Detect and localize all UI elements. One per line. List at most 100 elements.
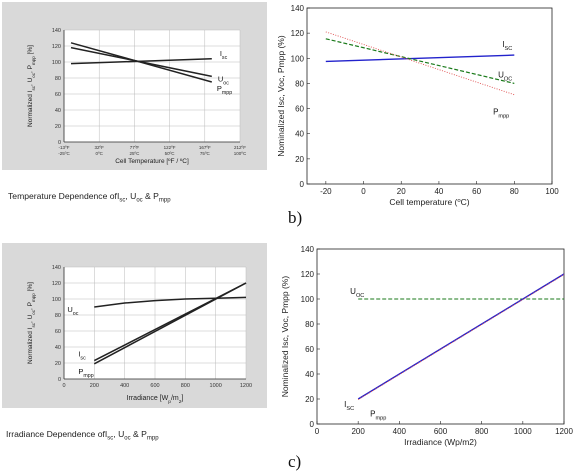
- x-axis-label-part: Cell temperature (: [389, 197, 457, 207]
- series-label: ISC: [344, 400, 354, 412]
- y-tick-label: 60: [55, 92, 61, 98]
- plot-frame: [306, 7, 553, 185]
- series-line: [93, 282, 247, 365]
- y-axis-label: Normalized Isc, Uoc, Pmpp [%]: [27, 282, 36, 364]
- y-tick-label: 140: [301, 245, 315, 254]
- x-tick-label-top: 212ºF: [234, 145, 246, 150]
- x-tick-label: 200: [351, 427, 365, 436]
- caption-bottom-left: Irradiance Dependence ofIsc, Uoc & Pmpp: [6, 429, 159, 442]
- series-label: Pmpp: [493, 108, 509, 120]
- series-line: [325, 31, 515, 96]
- plot-area: [64, 30, 240, 142]
- x-axis-label-part: ]: [181, 395, 183, 402]
- series-label-part: OC: [504, 76, 512, 82]
- y-tick-label: 20: [295, 155, 304, 164]
- x-tick-label-top: 77ºF: [130, 145, 140, 150]
- series-line: [357, 273, 565, 400]
- x-tick-label-bottom: 25ºC: [129, 151, 140, 156]
- series-label-part: P: [78, 367, 83, 376]
- series-label-part: sc: [222, 55, 228, 61]
- series-label-part: oc: [223, 80, 229, 86]
- x-tick-label: 400: [393, 427, 407, 436]
- panel-top-left: 0 20 40 60 80 100 120 140 -13ºF -25ºC 32ºF 0ºC 77ºF 2…: [2, 2, 267, 170]
- x-tick-label: 1200: [555, 427, 573, 436]
- y-tick-label: 40: [55, 345, 61, 351]
- x-tick-label: 1000: [514, 427, 532, 436]
- x-axis-label-part: p: [168, 400, 171, 405]
- y-tick-label: 60: [305, 345, 314, 354]
- y-tick-label: 20: [55, 124, 61, 130]
- x-tick-label-bottom: -25ºC: [58, 151, 70, 156]
- y-axis-label: Normalized Isc, Uoc, Pmpp [%]: [27, 45, 36, 127]
- y-axis-label: Nominalized Isc, Voc, Pmpp (%): [280, 276, 290, 398]
- series-line: [325, 38, 515, 84]
- y-tick-label: 100: [301, 295, 315, 304]
- x-tick-label-top: 122ºF: [164, 145, 176, 150]
- x-tick-label-bottom: 75ºC: [200, 151, 211, 156]
- series-label-part: P: [370, 410, 375, 419]
- series-label-part: U: [350, 287, 356, 296]
- x-axis-label: Cell temperature (oC): [389, 197, 469, 207]
- y-tick-label: 100: [52, 297, 61, 303]
- y-axis-label-part: sc: [31, 322, 36, 327]
- chart-bottom-right: 0 20 40 60 80 100 120 140 0 200 400 600 800 1000 1200 I…: [280, 245, 573, 447]
- y-tick-label: 80: [55, 76, 61, 82]
- x-tick-label-bottom: 0ºC: [95, 151, 103, 156]
- series-label-part: P: [217, 84, 222, 93]
- series-label: Isc: [78, 350, 86, 362]
- x-tick-label: 1000: [210, 383, 222, 389]
- x-tick-label-top: 167ºF: [199, 145, 211, 150]
- panel-letter-c: c): [288, 452, 302, 471]
- x-tick-label: 80: [510, 187, 519, 196]
- x-tick-label-bottom: 100ºC: [234, 151, 247, 156]
- x-tick-label: -20: [320, 187, 332, 196]
- y-tick-label: 0: [310, 420, 315, 429]
- x-tick-label: 0: [361, 187, 366, 196]
- series-label: ISC: [502, 40, 512, 52]
- y-axis-label-part: , P: [27, 302, 34, 310]
- y-tick-label: 60: [295, 105, 304, 114]
- y-tick-label: 80: [295, 79, 304, 88]
- y-tick-label: 0: [58, 377, 61, 383]
- y-axis-label-part: Normalized I: [27, 90, 34, 127]
- series-line: [94, 296, 247, 308]
- x-tick-label: 20: [397, 187, 406, 196]
- x-axis-label-part: 2: [179, 399, 182, 405]
- series-label: UOC: [498, 70, 512, 82]
- y-tick-label: 0: [58, 140, 61, 146]
- y-tick-label: 120: [52, 44, 61, 50]
- x-axis-label: Irradiance [Wp/m2]: [127, 395, 184, 405]
- series-label-part: mpp: [498, 114, 509, 120]
- series-label: Pmpp: [78, 367, 93, 379]
- y-axis-label-part: oc: [31, 72, 36, 78]
- series-label-part: U: [498, 70, 504, 79]
- y-axis-label-part: , U: [27, 77, 34, 86]
- series-label-part: sc: [80, 356, 86, 362]
- y-axis-label-part: [%]: [27, 282, 34, 293]
- series-label-part: oc: [73, 311, 79, 317]
- y-tick-label: 80: [55, 313, 61, 319]
- y-tick-label: 20: [305, 395, 314, 404]
- series-label: UOC: [350, 287, 364, 299]
- y-tick-label: 100: [52, 60, 61, 66]
- x-tick-label-bottom: 50ºC: [165, 151, 176, 156]
- x-tick-label-top: 32ºF: [94, 145, 104, 150]
- y-axis-label-part: mpp: [31, 56, 36, 65]
- y-tick-label: 40: [55, 108, 61, 114]
- y-tick-label: 120: [291, 29, 305, 38]
- series-line: [70, 58, 212, 65]
- x-tick-label: 600: [150, 383, 159, 389]
- series-label: Isc: [220, 49, 228, 61]
- panel-letter-b: b): [288, 208, 303, 227]
- x-tick-label: 200: [90, 383, 99, 389]
- y-tick-label: 40: [305, 370, 314, 379]
- chart-top-left: 020406080100120140-13ºF-25ºC32ºF0ºC77ºF2…: [27, 28, 247, 165]
- y-axis-label-part: sc: [31, 85, 36, 90]
- series-label-part: mpp: [376, 416, 387, 422]
- y-axis-label-part: , P: [27, 65, 34, 73]
- x-tick-label: 0: [62, 383, 65, 389]
- x-tick-label: 0: [315, 427, 320, 436]
- series-label-part: I: [78, 350, 80, 359]
- x-axis-label-part: C): [461, 197, 470, 207]
- y-tick-label: 60: [55, 329, 61, 335]
